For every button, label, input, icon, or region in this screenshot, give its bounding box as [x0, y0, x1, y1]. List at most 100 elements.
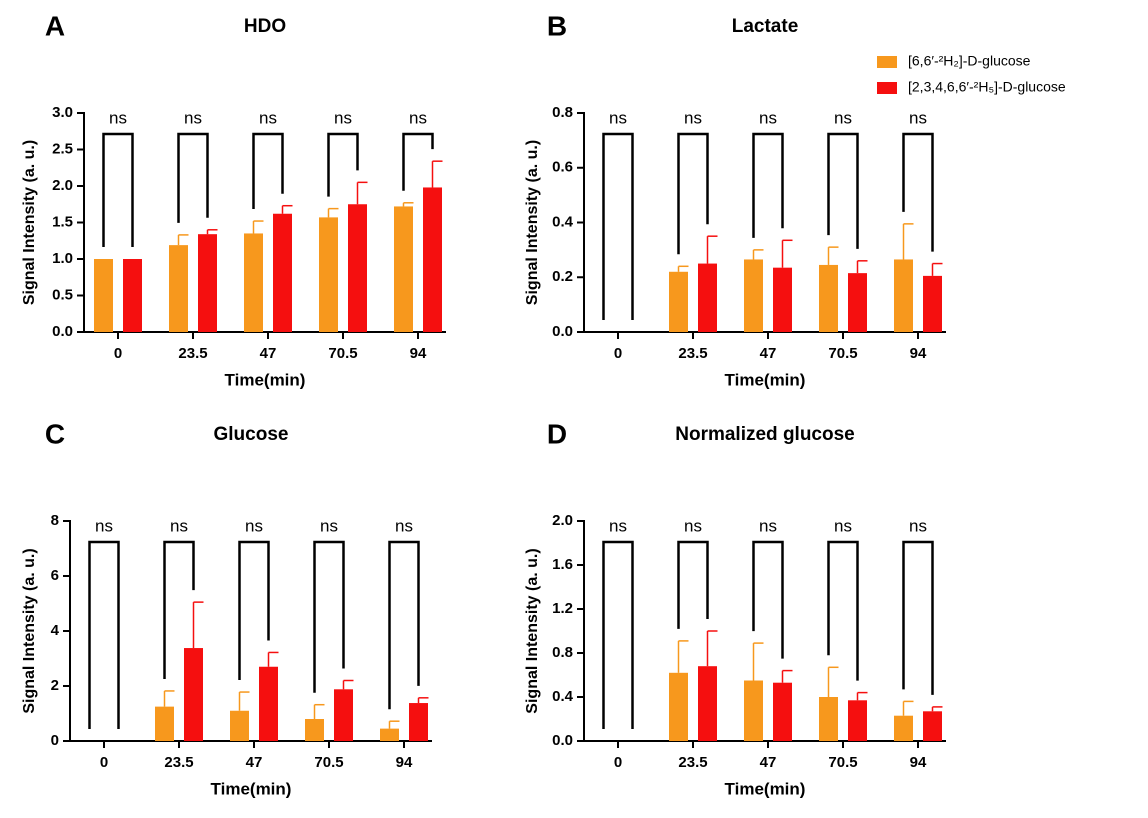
y-axis-label: Signal Intensity (a. u.)	[21, 548, 38, 713]
y-tick-label: 0.0	[52, 323, 73, 340]
panel-label: C	[45, 418, 65, 449]
bar	[409, 703, 428, 741]
significance-label: ns	[395, 516, 413, 535]
bar	[380, 728, 399, 741]
y-tick-label: 2.5	[52, 140, 73, 157]
significance-label: ns	[184, 108, 202, 127]
significance-bracket	[677, 540, 709, 629]
error-bar	[192, 601, 204, 649]
bar	[848, 273, 867, 332]
x-tick-label: 70.5	[328, 345, 357, 362]
significance-label: ns	[759, 516, 777, 535]
significance-label: ns	[259, 108, 277, 127]
error-bar	[752, 249, 764, 260]
error-bar	[706, 630, 718, 667]
y-tick-label: 4	[51, 622, 60, 639]
y-axis-label: Signal Intensity (a. u.)	[524, 548, 541, 713]
x-axis-label: Time(min)	[725, 779, 806, 798]
error-bar	[931, 262, 943, 276]
significance-label: ns	[320, 516, 338, 535]
significance-label: ns	[609, 516, 627, 535]
bar	[169, 245, 188, 332]
significance-bracket	[827, 540, 859, 681]
x-axis-label: Time(min)	[211, 779, 292, 798]
x-tick-label: 47	[760, 345, 777, 362]
error-bar	[267, 651, 279, 667]
significance-label: ns	[170, 516, 188, 535]
bar	[259, 666, 278, 741]
significance-bracket	[177, 132, 209, 223]
x-tick-label: 94	[396, 754, 413, 771]
x-tick-label: 94	[410, 345, 427, 362]
x-tick-label: 70.5	[828, 345, 857, 362]
significance-label: ns	[684, 108, 702, 127]
panel-label: A	[45, 10, 65, 41]
x-tick-label: 47	[246, 754, 263, 771]
significance-label: ns	[409, 108, 427, 127]
x-tick-label: 23.5	[678, 754, 707, 771]
chart-title: Lactate	[732, 16, 799, 37]
significance-bracket	[163, 540, 195, 679]
significance-bracket	[827, 132, 859, 249]
significance-bracket	[602, 540, 634, 729]
x-tick-label: 23.5	[678, 345, 707, 362]
error-bar	[163, 690, 175, 707]
significance-bracket	[238, 540, 270, 681]
error-bar	[827, 666, 839, 697]
x-tick-label: 0	[614, 345, 622, 362]
bar	[773, 267, 792, 332]
error-bar	[902, 223, 914, 260]
bar	[319, 217, 338, 332]
y-tick-label: 0.5	[52, 286, 73, 303]
bar	[184, 648, 203, 741]
significance-bracket	[902, 540, 934, 695]
y-tick-label: 2.0	[52, 177, 73, 194]
y-tick-label: 0.6	[552, 159, 573, 176]
significance-bracket	[602, 132, 634, 320]
x-tick-label: 47	[760, 754, 777, 771]
significance-label: ns	[245, 516, 263, 535]
bar	[848, 700, 867, 741]
error-bar	[431, 160, 443, 188]
y-tick-label: 0.0	[552, 732, 573, 749]
error-bar	[238, 691, 250, 711]
significance-label: ns	[95, 516, 113, 535]
panel-label: B	[547, 10, 567, 41]
y-tick-label: 1.2	[552, 600, 573, 617]
y-tick-label: 0.2	[552, 268, 573, 285]
y-tick-label: 3.0	[52, 104, 73, 121]
y-axis-label: Signal Intensity (a. u.)	[21, 140, 38, 305]
error-bar	[417, 697, 429, 704]
error-bar	[402, 202, 414, 207]
significance-bracket	[902, 132, 934, 252]
significance-bracket	[327, 132, 359, 197]
y-tick-label: 2	[51, 677, 59, 694]
y-tick-label: 0.0	[552, 323, 573, 340]
significance-label: ns	[834, 108, 852, 127]
legend-swatch	[877, 82, 897, 94]
error-bar	[781, 239, 793, 268]
chart-title: HDO	[244, 16, 286, 37]
error-bar	[677, 640, 689, 673]
significance-bracket	[752, 540, 784, 659]
bar	[244, 233, 263, 332]
error-bar	[781, 669, 793, 683]
bar	[773, 682, 792, 741]
significance-label: ns	[109, 108, 127, 127]
x-axis-label: Time(min)	[725, 370, 806, 389]
error-bar	[827, 246, 839, 265]
bar	[334, 689, 353, 741]
significance-label: ns	[759, 108, 777, 127]
error-bar	[856, 691, 868, 701]
y-tick-label: 1.5	[52, 213, 73, 230]
error-bar	[206, 229, 218, 235]
significance-bracket	[752, 132, 784, 238]
legend-label: [2,3,4,6,6′-²H₅]-D-glucose	[908, 79, 1066, 95]
y-axis-label: Signal Intensity (a. u.)	[524, 140, 541, 305]
bar	[669, 271, 688, 332]
legend-label: [6,6′-²H₂]-D-glucose	[908, 53, 1031, 69]
y-tick-label: 0.8	[552, 104, 573, 121]
bar	[155, 706, 174, 741]
x-tick-label: 0	[614, 754, 622, 771]
